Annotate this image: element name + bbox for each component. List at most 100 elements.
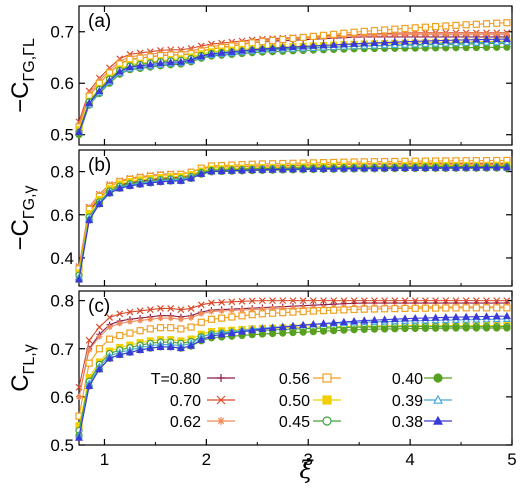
data-point [472,20,480,28]
data-point [126,308,134,316]
legend-label: 0.56 [279,371,310,388]
data-point [482,324,491,332]
legend-marker [322,395,332,405]
legend-entry-0.50: 0.50 [279,393,341,410]
data-point [360,164,369,172]
data-point [422,31,429,38]
y-tick-label: 0.7 [50,340,74,359]
data-point [381,31,388,38]
data-point [278,322,287,331]
data-point [299,320,308,329]
data-point [269,305,276,312]
data-point [96,333,103,340]
data-point [167,315,174,322]
data-point [217,48,226,56]
data-point [340,306,348,314]
data-point [126,329,134,337]
data-point [268,323,277,332]
legend-marker [432,394,444,404]
data-point [329,40,338,48]
data-point [482,35,491,43]
series-0.56 [75,19,511,131]
data-point [116,310,124,318]
data-point [442,31,449,38]
data-point [452,297,460,305]
data-point [462,35,471,43]
data-point [329,318,338,326]
data-point [391,325,399,333]
y-tick-label: 0.5 [50,126,74,145]
data-point [289,329,297,337]
data-point [187,305,195,312]
data-point [482,304,491,312]
data-point [146,325,154,333]
data-point [207,167,216,175]
data-point [411,37,420,45]
legend-label: 0.38 [392,414,423,431]
y-tick-label: 0.6 [50,74,74,93]
data-point [137,317,144,324]
data-point [116,320,123,327]
data-point [106,314,113,321]
y-axis-label: −CΓG,γ [7,185,38,250]
data-point [289,297,297,305]
data-point [360,325,368,334]
data-point [492,35,501,43]
data-point [431,22,440,31]
data-point [76,393,82,400]
data-point [95,345,103,353]
data-point [503,31,510,38]
y-tick-label: 0.7 [50,23,74,42]
data-point [115,184,124,192]
data-point [279,329,287,337]
data-point [431,36,440,44]
data-point [248,39,256,47]
data-point [237,46,247,54]
data-point [177,325,185,333]
legend-marker [217,417,225,425]
data-point [421,36,430,45]
data-point [452,21,460,29]
data-point [217,330,226,338]
data-point [74,433,84,441]
data-point [442,297,450,305]
data-point [157,315,164,322]
data-point [86,346,93,353]
data-point [503,297,511,305]
data-point [381,325,389,333]
data-point [289,305,296,312]
data-point [105,76,114,84]
data-point [319,31,328,39]
series-0.38 [74,163,511,283]
data-point [218,307,225,314]
data-point [248,311,256,319]
data-point [208,308,215,315]
data-point [288,165,297,173]
legend-entry-0.62: 0.62 [170,414,235,431]
data-point [74,275,84,283]
legend-entry-0.45: 0.45 [279,414,341,431]
data-point [360,297,368,305]
data-point [472,35,481,43]
legend-label: 0.40 [392,371,423,388]
data-point [350,297,358,305]
data-point [503,19,511,27]
data-point [115,350,124,358]
data-point [441,36,450,44]
plot-frame [78,149,513,287]
data-point [371,297,378,305]
data-point [452,304,460,312]
data-point [493,297,501,305]
data-point [288,42,297,51]
data-point [156,59,165,67]
data-point [136,345,145,353]
data-point [197,51,206,60]
data-point [289,308,297,316]
legend-marker [322,416,332,426]
data-point [156,324,165,332]
data-point [462,312,471,320]
panel-label: (a) [88,11,111,32]
data-point [268,44,277,52]
data-point [502,311,511,320]
